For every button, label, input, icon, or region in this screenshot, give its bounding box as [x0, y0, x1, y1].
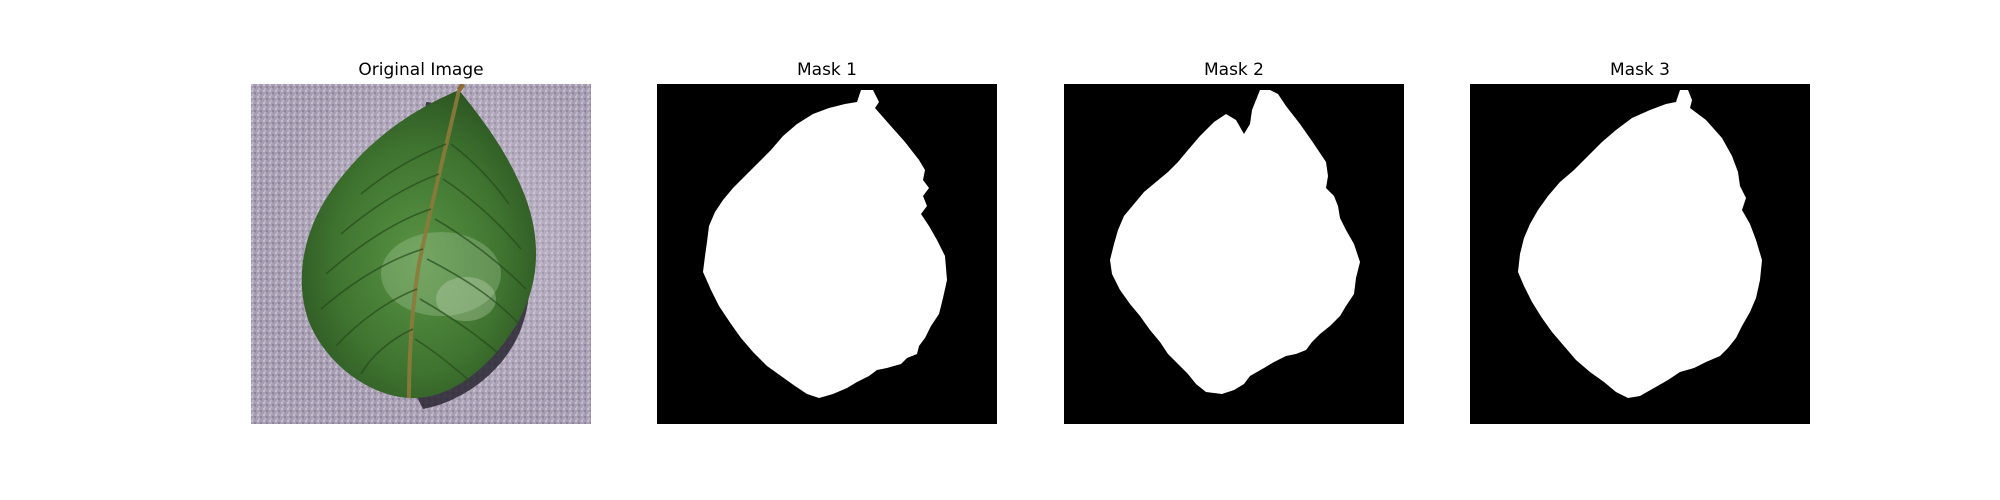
mask-1-image — [657, 84, 997, 424]
panel-title: Mask 2 — [1203, 60, 1264, 80]
mask-1-region — [703, 90, 947, 398]
panel-mask-3: Mask 3 — [1470, 58, 1810, 424]
panel-mask-1: Mask 1 — [657, 58, 997, 424]
panel-title: Mask 3 — [1609, 60, 1670, 80]
panel-title: Mask 1 — [796, 60, 857, 80]
mask-2-region — [1110, 90, 1360, 394]
mask-2-speck — [1240, 314, 1245, 319]
mask-3-image — [1470, 84, 1810, 424]
original-leaf-image — [251, 84, 591, 424]
leaf-midrib — [407, 89, 461, 399]
mask-3-region — [1518, 90, 1762, 398]
mask-2-image — [1064, 84, 1404, 424]
panel-original-image: Original Image — [251, 58, 591, 424]
panel-mask-2: Mask 2 — [1064, 58, 1404, 424]
leaf-stem — [456, 84, 466, 92]
panel-title: Original Image — [358, 60, 484, 80]
